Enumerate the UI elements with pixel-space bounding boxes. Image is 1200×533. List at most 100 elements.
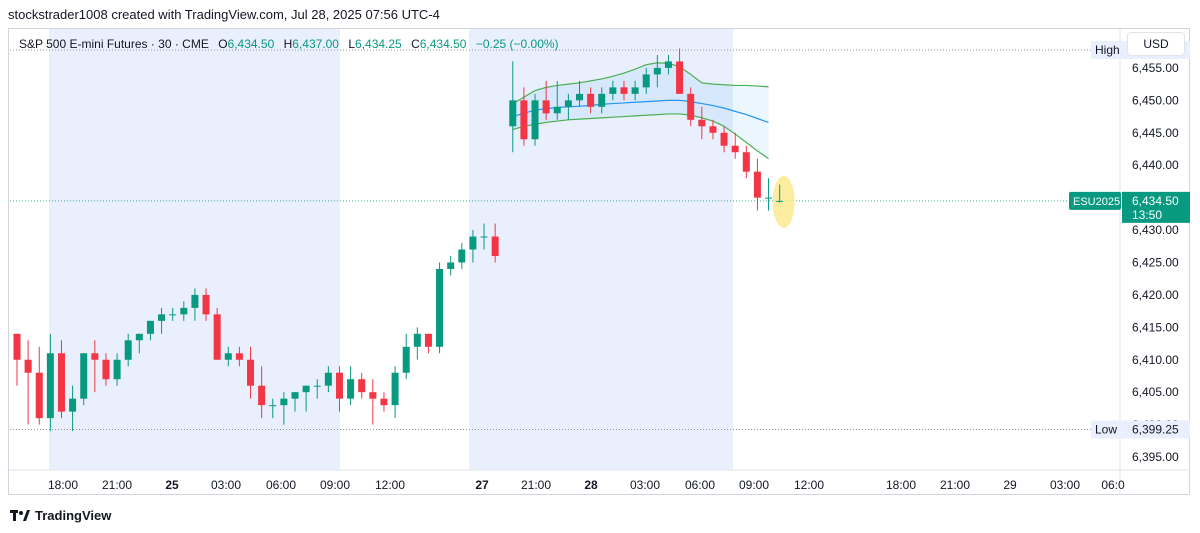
candle-body <box>458 249 466 263</box>
candle <box>653 54 661 88</box>
candle <box>436 262 444 354</box>
candle <box>631 80 639 101</box>
candle <box>509 61 517 153</box>
candle-body <box>24 359 32 373</box>
open-label: O <box>218 37 228 51</box>
candle-body <box>169 314 177 316</box>
candle-body <box>598 93 606 107</box>
candle-body <box>564 100 572 107</box>
candle <box>324 366 332 393</box>
candle <box>520 87 528 146</box>
symbol-tag-bg <box>1069 191 1121 210</box>
low-label: L <box>348 37 356 51</box>
candle <box>720 126 728 153</box>
x-tick-label: 21:00 <box>521 478 551 492</box>
candle-body <box>480 236 488 238</box>
candle-body <box>13 333 21 360</box>
candle-body <box>576 93 583 101</box>
x-tick-label: 03:00 <box>630 478 660 492</box>
x-tick-label: 21:00 <box>940 478 970 492</box>
candle-body <box>247 359 255 386</box>
candle-body <box>391 372 399 406</box>
candle-body <box>324 372 332 386</box>
candle <box>258 366 266 419</box>
tradingview-logo[interactable]: TradingView <box>10 508 111 523</box>
candle <box>135 333 143 354</box>
candle <box>564 93 572 120</box>
chart-frame <box>8 28 1190 495</box>
candle-body <box>269 405 277 407</box>
candle <box>24 340 32 425</box>
candle-body <box>113 359 121 380</box>
x-tick-label: 06:00 <box>685 478 715 492</box>
candle-body <box>753 171 761 198</box>
candle <box>80 353 88 406</box>
candle-body <box>698 119 706 127</box>
candle-body <box>436 268 444 347</box>
currency-button[interactable]: USD <box>1127 32 1185 56</box>
candle <box>676 48 684 94</box>
x-tick-label: 03:00 <box>211 478 241 492</box>
candle-body <box>180 307 188 315</box>
candle-body <box>631 87 639 94</box>
candle <box>531 93 539 146</box>
last-price-value: 6,434.50 <box>1132 194 1179 208</box>
candle-body <box>620 87 628 94</box>
high-value: 6,437.00 <box>292 37 339 51</box>
candle <box>742 145 750 179</box>
x-tick-label: 28 <box>584 478 598 492</box>
x-tick-label: 12:00 <box>375 478 405 492</box>
candle-body <box>102 359 110 380</box>
candle-body <box>776 200 784 202</box>
candle <box>458 243 466 269</box>
candle <box>280 392 288 425</box>
candle <box>709 119 717 140</box>
candle <box>447 255 455 276</box>
x-tick-label: 12:00 <box>794 478 824 492</box>
open-value: 6,434.50 <box>227 37 275 51</box>
highlight-marker <box>772 175 795 228</box>
candle-body <box>709 126 717 133</box>
y-tick-label: 6,415.00 <box>1132 320 1179 334</box>
x-tick-label: 21:00 <box>102 478 132 492</box>
candle-body <box>46 353 54 419</box>
candle <box>620 80 628 101</box>
candle-body <box>347 379 355 399</box>
candle-body <box>80 353 88 399</box>
candle <box>358 372 366 399</box>
candle <box>553 80 561 120</box>
candle <box>247 346 255 399</box>
low-value-bg <box>1122 420 1190 439</box>
candle-body <box>731 145 739 153</box>
brand-name: TradingView <box>35 508 112 523</box>
candle-body <box>531 100 539 140</box>
candle-body <box>91 353 99 360</box>
candle-body <box>302 385 310 393</box>
high-label: H <box>283 37 293 51</box>
candle <box>213 307 221 360</box>
y-tick-label: 6,445.00 <box>1132 126 1179 140</box>
candle-body <box>553 106 561 114</box>
candle-body <box>135 333 143 341</box>
candle <box>576 80 583 107</box>
candle-body <box>335 372 343 399</box>
symbol-name[interactable]: S&P 500 E-mini Futures · 30 · CME <box>19 37 209 51</box>
candle <box>313 379 321 399</box>
candle <box>609 80 617 101</box>
candle <box>191 288 199 321</box>
candle-body <box>424 333 432 347</box>
x-tick-label: 06:0 <box>1101 478 1125 492</box>
x-tick-label: 09:00 <box>320 478 350 492</box>
candle-body <box>57 353 65 412</box>
candle <box>469 230 477 263</box>
candle-body <box>213 314 221 360</box>
candle <box>202 288 210 321</box>
candle <box>57 340 65 419</box>
candle-body <box>191 294 199 308</box>
candle-body <box>765 197 773 199</box>
y-tick-label: 6,430.00 <box>1132 223 1179 237</box>
candle <box>587 87 595 114</box>
y-tick-label: 6,440.00 <box>1132 158 1179 172</box>
chart-legend: S&P 500 E-mini Futures · 30 · CME O6,434… <box>19 37 559 51</box>
